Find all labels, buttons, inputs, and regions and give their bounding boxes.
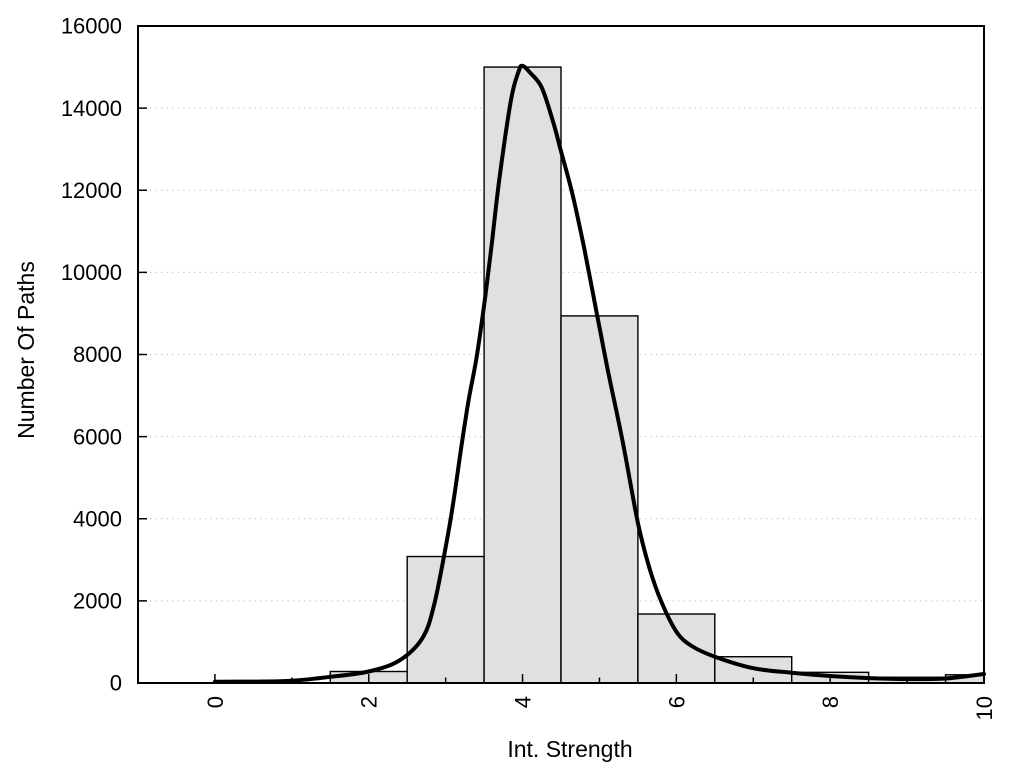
y-tick-labels: 0 2000 4000 6000 8000 10000 12000 14000 16000 — [61, 14, 122, 696]
y-tick-label: 0 — [110, 671, 122, 696]
x-tick-label: 6 — [664, 696, 689, 708]
histogram-bar — [560, 315, 639, 684]
y-tick-label: 4000 — [73, 506, 122, 531]
y-tick-label: 8000 — [73, 342, 122, 367]
axis-ticks — [138, 25, 985, 684]
gridlines — [139, 107, 984, 602]
y-tick-label: 14000 — [61, 96, 122, 121]
y-tick-label: 6000 — [73, 424, 122, 449]
y-tick-label: 10000 — [61, 260, 122, 285]
x-tick-label: 8 — [818, 696, 843, 708]
x-tick-label: 10 — [972, 696, 997, 720]
density-curve — [212, 63, 986, 684]
y-tick-label: 2000 — [73, 589, 122, 614]
y-axis-title: Number Of Paths — [13, 261, 39, 439]
histogram-bar — [483, 66, 562, 684]
y-tick-label: 16000 — [61, 14, 122, 39]
x-axis-title: Int. Strength — [507, 736, 632, 762]
y-tick-label: 12000 — [61, 178, 122, 203]
histogram-bar — [637, 613, 716, 684]
x-tick-labels: 0 2 4 6 8 10 — [203, 696, 997, 720]
x-tick-label: 0 — [203, 696, 228, 708]
x-tick-label: 4 — [511, 696, 536, 708]
histogram-bar — [406, 555, 485, 684]
x-tick-label: 2 — [357, 696, 382, 708]
